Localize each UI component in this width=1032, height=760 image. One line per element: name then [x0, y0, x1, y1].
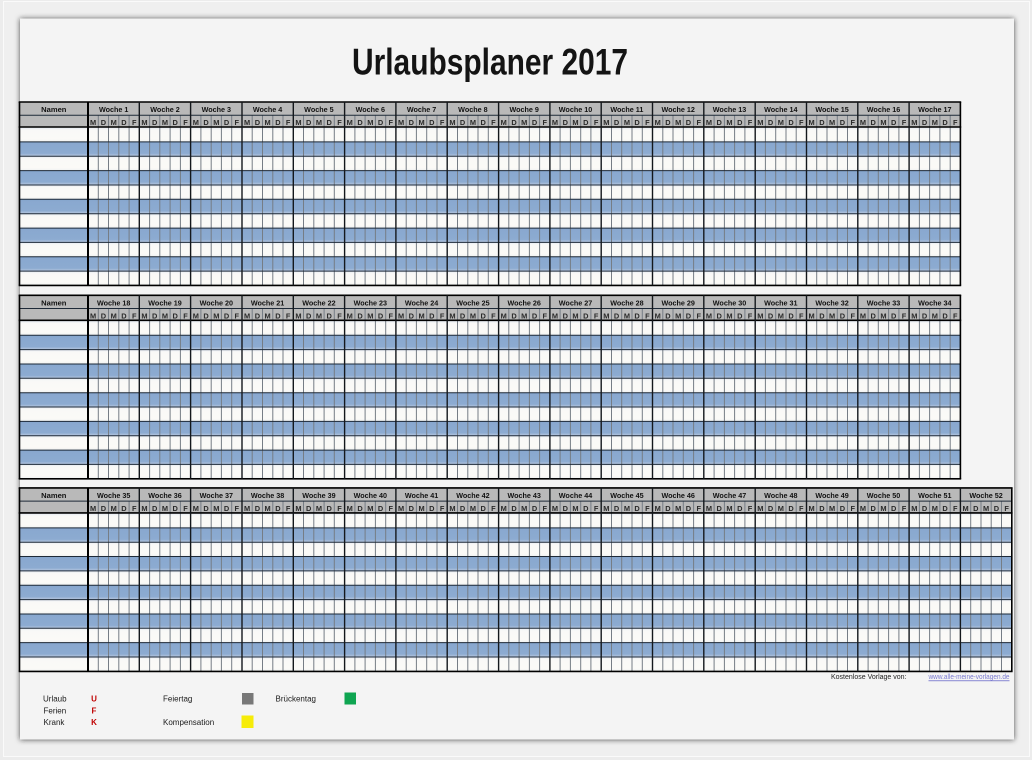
svg-text:Woche 25: Woche 25 — [456, 298, 489, 307]
svg-text:Woche 37: Woche 37 — [200, 491, 233, 500]
svg-text:Woche 17: Woche 17 — [918, 105, 951, 114]
svg-text:K: K — [91, 718, 97, 727]
svg-text:Woche 24: Woche 24 — [405, 298, 438, 307]
svg-text:MDMDFMDMDFMDMDFMDMDFMDMDFMDMDF: MDMDFMDMDFMDMDFMDMDFMDMDFMDMDFMDMDFMDMDF… — [90, 312, 958, 321]
svg-text:Urlaub: Urlaub — [43, 695, 67, 704]
svg-text:Kostenlose Vorlage von:: Kostenlose Vorlage von: — [831, 674, 907, 681]
svg-text:Namen: Namen — [41, 491, 67, 500]
svg-text:Woche 21: Woche 21 — [251, 298, 284, 307]
svg-text:Woche 49: Woche 49 — [815, 491, 848, 500]
svg-text:Woche 39: Woche 39 — [302, 491, 335, 500]
svg-text:Woche 4: Woche 4 — [253, 105, 282, 114]
svg-text:Woche 1: Woche 1 — [99, 105, 128, 114]
svg-text:Woche 31: Woche 31 — [764, 298, 797, 307]
svg-text:Woche 13: Woche 13 — [713, 105, 746, 114]
svg-text:Krank: Krank — [44, 718, 66, 727]
svg-text:U: U — [91, 695, 97, 704]
svg-text:Woche 23: Woche 23 — [354, 298, 387, 307]
svg-text:Woche 51: Woche 51 — [918, 491, 951, 500]
svg-text:Woche 34: Woche 34 — [918, 298, 951, 307]
svg-text:Woche 9: Woche 9 — [509, 105, 538, 114]
svg-text:F: F — [92, 706, 97, 715]
svg-text:Woche 26: Woche 26 — [507, 298, 540, 307]
svg-text:Woche 29: Woche 29 — [661, 298, 694, 307]
svg-text:www.alle-meine-vorlagen.de: www.alle-meine-vorlagen.de — [928, 672, 1010, 681]
svg-text:Woche 8: Woche 8 — [458, 105, 487, 114]
svg-text:Woche 36: Woche 36 — [148, 491, 181, 500]
svg-text:Woche 18: Woche 18 — [97, 298, 130, 307]
svg-text:Woche 52: Woche 52 — [969, 491, 1002, 500]
svg-text:Woche 44: Woche 44 — [559, 491, 592, 500]
svg-text:Namen: Namen — [41, 298, 67, 307]
svg-text:Woche 20: Woche 20 — [200, 298, 233, 307]
svg-text:Woche 7: Woche 7 — [407, 105, 436, 114]
svg-text:Woche 10: Woche 10 — [559, 105, 592, 114]
svg-text:Woche 50: Woche 50 — [867, 491, 900, 500]
svg-text:Woche 30: Woche 30 — [713, 298, 746, 307]
svg-text:Woche 11: Woche 11 — [610, 105, 643, 114]
svg-text:Woche 22: Woche 22 — [302, 298, 335, 307]
svg-text:Woche 15: Woche 15 — [815, 105, 848, 114]
svg-text:Woche 38: Woche 38 — [251, 491, 284, 500]
svg-text:Woche 12: Woche 12 — [661, 105, 694, 114]
svg-text:Woche 47: Woche 47 — [713, 491, 746, 500]
svg-text:Woche 33: Woche 33 — [867, 298, 900, 307]
svg-text:Kompensation: Kompensation — [163, 718, 214, 727]
svg-text:Woche 45: Woche 45 — [610, 491, 643, 500]
svg-text:Woche 28: Woche 28 — [610, 298, 643, 307]
svg-text:Woche 41: Woche 41 — [405, 491, 438, 500]
svg-text:Woche 27: Woche 27 — [559, 298, 592, 307]
svg-text:Feiertag: Feiertag — [163, 695, 192, 704]
svg-text:Woche 16: Woche 16 — [867, 105, 900, 114]
svg-text:Woche 3: Woche 3 — [202, 105, 231, 114]
svg-text:Namen: Namen — [41, 105, 67, 114]
svg-text:Ferien: Ferien — [44, 706, 67, 715]
svg-text:Woche 14: Woche 14 — [764, 105, 797, 114]
svg-text:Woche 42: Woche 42 — [456, 491, 489, 500]
svg-text:Woche 5: Woche 5 — [304, 105, 333, 114]
svg-text:Woche 48: Woche 48 — [764, 491, 797, 500]
svg-text:Woche 40: Woche 40 — [354, 491, 387, 500]
svg-text:Woche 35: Woche 35 — [97, 491, 130, 500]
svg-text:Woche 46: Woche 46 — [661, 491, 694, 500]
svg-text:Woche 19: Woche 19 — [148, 298, 181, 307]
svg-text:Woche 2: Woche 2 — [150, 105, 179, 114]
svg-text:Brückentag: Brückentag — [276, 695, 316, 704]
svg-text:Woche 6: Woche 6 — [356, 105, 385, 114]
svg-text:MDMDFMDMDFMDMDFMDMDFMDMDFMDMDF: MDMDFMDMDFMDMDFMDMDFMDMDFMDMDFMDMDFMDMDF… — [90, 118, 958, 127]
svg-text:Woche 32: Woche 32 — [815, 298, 848, 307]
svg-text:Woche 43: Woche 43 — [507, 491, 540, 500]
svg-text:Urlaubsplaner 2017: Urlaubsplaner 2017 — [352, 42, 628, 83]
